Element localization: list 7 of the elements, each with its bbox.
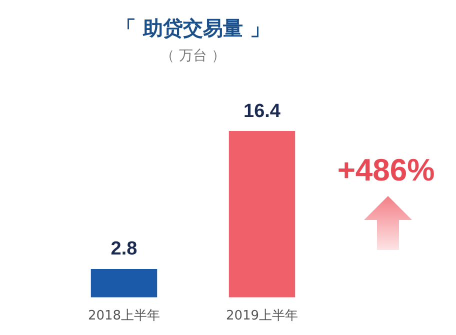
data-label: 2.8 (110, 238, 138, 260)
x-tick-label: 2019上半年 (226, 308, 298, 324)
data-label: 16.4 (244, 100, 281, 122)
chart-subtitle: （ 万台 ） (160, 48, 226, 64)
chart-title: 「 助贷交易量 」 (116, 16, 270, 40)
text: +486% (337, 152, 435, 188)
x-tick-label: 2018上半年 (88, 308, 160, 324)
